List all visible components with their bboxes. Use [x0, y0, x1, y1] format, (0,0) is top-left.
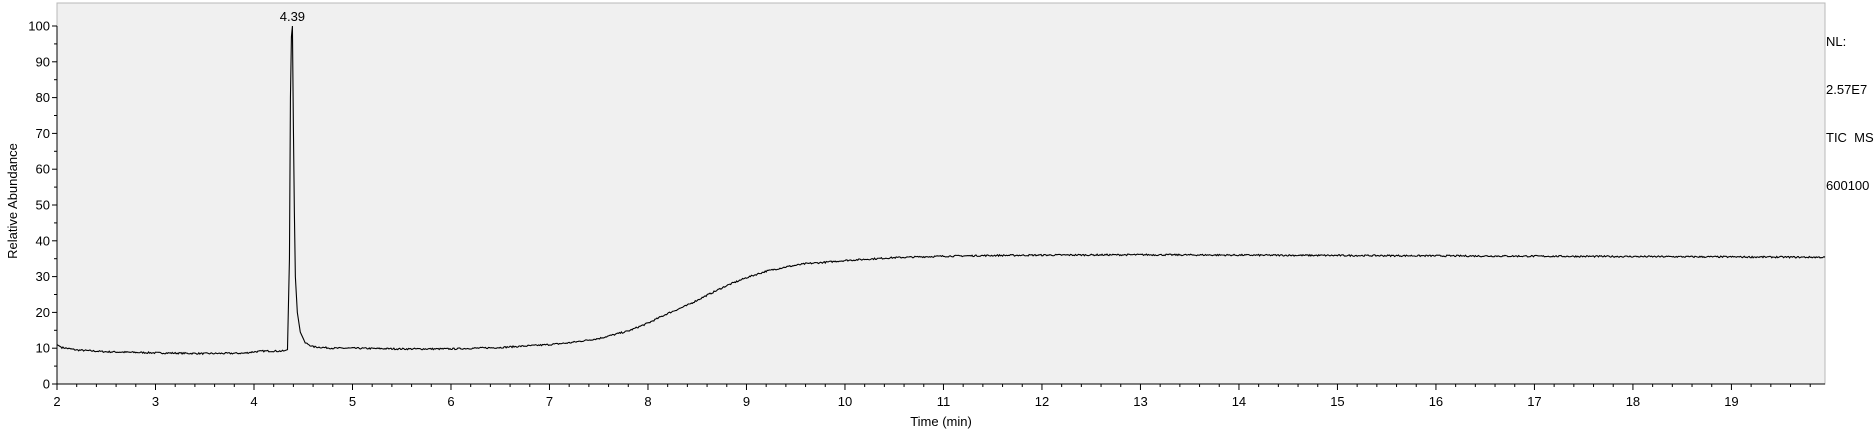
x-tick-label: 18 [1626, 394, 1640, 409]
nl-label: NL: [1826, 34, 1847, 49]
sample-id: 600100 [1826, 178, 1870, 193]
y-tick-label: 0 [43, 377, 50, 392]
y-tick-label: 70 [36, 126, 50, 141]
x-tick-label: 4 [250, 394, 257, 409]
x-tick-label: 15 [1330, 394, 1344, 409]
y-tick-label: 80 [36, 90, 50, 105]
y-tick-label: 50 [36, 198, 50, 213]
x-axis-label: Time (min) [910, 414, 972, 429]
scan-filter: TIC MS [1826, 130, 1874, 145]
x-tick-label: 2 [53, 394, 60, 409]
tic-trace [56, 25, 1826, 356]
y-tick-label: 30 [36, 269, 50, 284]
y-tick-label: 20 [36, 305, 50, 320]
x-tick-label: 7 [546, 394, 553, 409]
x-tick-label: 16 [1429, 394, 1443, 409]
x-tick-label: 3 [152, 394, 159, 409]
x-tick-label: 17 [1527, 394, 1541, 409]
x-tick-label: 14 [1232, 394, 1246, 409]
peak-label: 4.39 [280, 9, 305, 24]
info-panel: NL: 2.57E7 TIC MS 600100 [1826, 2, 1874, 210]
x-tick-label: 13 [1133, 394, 1147, 409]
y-tick-label: 90 [36, 54, 50, 69]
x-tick-label: 19 [1724, 394, 1738, 409]
y-tick-label: 100 [28, 19, 50, 34]
x-tick-label: 5 [349, 394, 356, 409]
y-tick-label: 10 [36, 341, 50, 356]
x-tick-label: 8 [644, 394, 651, 409]
plot-area [56, 2, 1826, 385]
x-tick-label: 11 [937, 394, 951, 409]
nl-value: 2.57E7 [1826, 82, 1868, 97]
x-tick-label: 10 [838, 394, 852, 409]
y-axis-label: Relative Abundance [5, 143, 20, 259]
x-tick-label: 6 [447, 394, 454, 409]
y-tick-label: 60 [36, 162, 50, 177]
y-tick-label: 40 [36, 233, 50, 248]
x-tick-label: 9 [743, 394, 750, 409]
x-tick-label: 12 [1035, 394, 1049, 409]
